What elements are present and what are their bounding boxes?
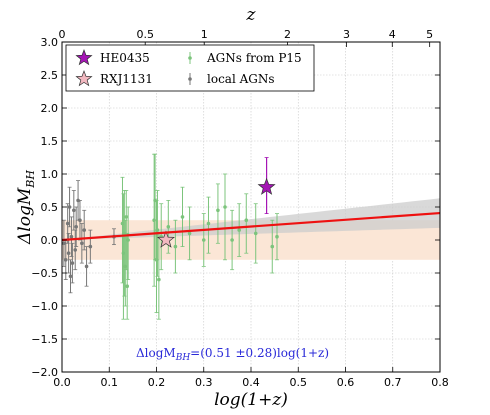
data-point xyxy=(125,284,130,289)
data-point xyxy=(78,218,82,222)
top-tick-label: 3 xyxy=(343,28,350,41)
data-point xyxy=(67,205,72,209)
y-ticks: −2.0 −1.5 −1.0 −0.5 0.0 0.5 1.0 1.5 2.0 2.5 3.0 xyxy=(31,36,440,379)
data-point xyxy=(157,277,161,282)
data-point xyxy=(206,221,211,226)
data-point xyxy=(216,208,220,213)
x-tick-label: 0.7 xyxy=(384,376,402,389)
data-point xyxy=(74,225,78,229)
y-tick-label: 0.0 xyxy=(41,234,59,247)
top-tick-label: 1 xyxy=(201,28,208,41)
y-tick-label: 3.0 xyxy=(41,36,59,49)
y-tick-label: 1.5 xyxy=(41,135,59,148)
fit-annotation-prefix: ΔlogM xyxy=(136,346,176,360)
x-tick-label: 0.5 xyxy=(290,376,308,389)
x-tick-label: 0.2 xyxy=(148,376,166,389)
data-point xyxy=(62,241,66,246)
x-tick-label: 0.4 xyxy=(242,376,260,389)
top-tick-label: 0 xyxy=(59,28,66,41)
data-point xyxy=(126,238,130,242)
x-tick-label: 0.1 xyxy=(101,376,119,389)
data-point xyxy=(88,244,93,249)
fit-layer xyxy=(61,211,441,242)
star-point xyxy=(257,177,276,195)
fit-annotation: ΔlogMBH=(0.51 ±0.28)log(1+z) xyxy=(136,346,329,363)
data-point xyxy=(84,264,89,269)
top-tick-label: 4 xyxy=(389,28,396,41)
data-point xyxy=(270,244,275,249)
data-point xyxy=(124,215,129,219)
y-tick-label: 2.0 xyxy=(41,102,59,115)
y-tick-label: 0.5 xyxy=(41,201,59,214)
fit-line xyxy=(61,211,441,242)
data-point xyxy=(155,228,160,232)
data-point xyxy=(63,258,68,262)
x-ticks: 0.0 0.1 0.2 0.3 0.4 0.5 0.6 0.7 0.8 xyxy=(53,367,449,389)
data-point xyxy=(70,261,75,265)
data-point xyxy=(65,221,70,226)
data-point xyxy=(223,205,227,209)
x-tick-label: 0.8 xyxy=(431,376,449,389)
data-point xyxy=(68,274,73,279)
y-axis-label-main: ΔlogM xyxy=(15,187,35,245)
legend-label: local AGNs xyxy=(207,72,275,86)
data-point xyxy=(237,228,241,232)
data-point xyxy=(201,238,206,242)
legend-items: HE0435 RXJ1131 AGNs from P15 local AGNs xyxy=(75,48,302,87)
data-point xyxy=(72,208,76,213)
data-point xyxy=(173,244,178,249)
top-ticks: 0 0.5 1 2 3 4 5 xyxy=(59,28,433,47)
x-tick-label: 0.3 xyxy=(195,376,213,389)
y-tick-label: −2.0 xyxy=(31,366,58,379)
fit-annotation-subscript: BH xyxy=(175,353,191,363)
data-point xyxy=(275,234,279,239)
y-tick-label: −1.5 xyxy=(31,333,58,346)
y-tick-label: 2.5 xyxy=(41,69,59,82)
y-axis-label-subscript: BH xyxy=(24,170,37,189)
top-tick-label: 5 xyxy=(426,28,433,41)
y-tick-label: −1.0 xyxy=(31,300,58,313)
data-point xyxy=(244,218,249,222)
data-point xyxy=(80,241,84,246)
data-point xyxy=(66,251,71,255)
legend-marker-dot xyxy=(188,77,192,81)
legend-marker-star xyxy=(75,48,93,66)
x-axis-label: log(1+z) xyxy=(214,390,288,410)
legend-label: HE0435 xyxy=(100,51,150,65)
data-point xyxy=(82,228,87,232)
y-tick-label: 1.0 xyxy=(41,168,59,181)
data-point xyxy=(253,231,258,236)
legend-marker-star xyxy=(75,69,93,87)
data-point xyxy=(187,231,192,236)
top-tick-label: 2 xyxy=(284,28,291,41)
star-point xyxy=(156,230,175,248)
top-axis-label: z xyxy=(246,5,257,25)
data-point xyxy=(69,234,74,239)
legend-marker-dot xyxy=(188,56,192,60)
y-tick-label: −0.5 xyxy=(31,267,58,280)
data-point xyxy=(166,225,171,229)
data-point xyxy=(230,238,234,242)
data-point xyxy=(180,215,185,219)
legend-label: AGNs from P15 xyxy=(206,51,302,65)
legend-label: RXJ1131 xyxy=(100,72,153,86)
legend: HE0435 RXJ1131 AGNs from P15 local AGNs xyxy=(65,44,315,92)
y-axis-label: ΔlogMBH xyxy=(15,170,37,245)
x-tick-label: 0.6 xyxy=(337,376,355,389)
x-tick-label: 0.0 xyxy=(53,376,71,389)
data-point xyxy=(73,248,78,252)
top-tick-label: 0.5 xyxy=(136,28,154,41)
fit-annotation-suffix: =(0.51 ±0.28)log(1+z) xyxy=(190,346,329,360)
